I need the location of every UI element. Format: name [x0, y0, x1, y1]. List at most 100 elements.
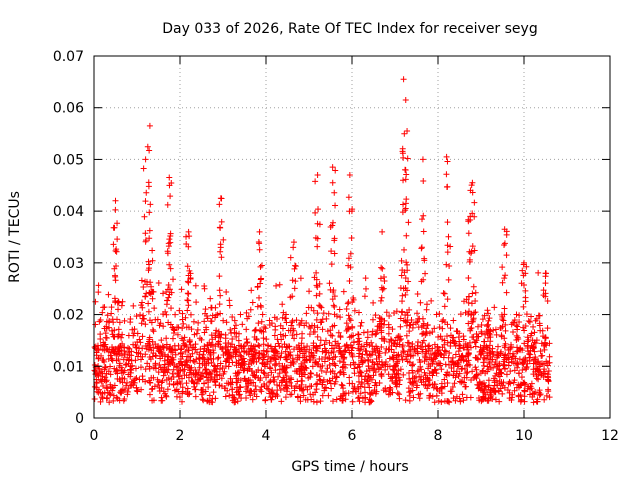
data-point	[404, 128, 411, 135]
data-point	[401, 246, 408, 253]
data-point	[269, 390, 276, 397]
data-point	[186, 267, 193, 274]
data-point	[447, 339, 454, 346]
data-point	[180, 337, 187, 344]
data-point	[280, 309, 287, 316]
data-point	[508, 321, 515, 328]
data-point	[338, 381, 345, 388]
data-point	[532, 340, 539, 347]
data-point	[317, 319, 324, 326]
data-point	[499, 264, 506, 271]
data-point	[328, 248, 335, 255]
data-point	[289, 293, 296, 300]
data-point	[289, 277, 296, 284]
data-point	[420, 337, 427, 344]
data-point	[394, 334, 401, 341]
data-point	[402, 318, 409, 325]
data-point	[376, 314, 383, 321]
data-point	[267, 378, 274, 385]
data-point	[434, 344, 441, 351]
data-point	[478, 330, 485, 337]
data-point	[146, 235, 153, 242]
data-point	[336, 306, 343, 313]
data-point	[171, 327, 178, 334]
data-point	[399, 145, 406, 152]
data-point	[408, 352, 415, 359]
data-point	[449, 384, 456, 391]
data-point	[144, 360, 151, 367]
data-point	[494, 352, 501, 359]
data-point	[111, 265, 118, 272]
data-point	[426, 377, 433, 384]
data-point	[149, 326, 156, 333]
data-point	[137, 311, 144, 318]
data-point	[154, 376, 161, 383]
data-point	[426, 394, 433, 401]
data-point	[484, 321, 491, 328]
data-point	[432, 381, 439, 388]
data-point	[484, 334, 491, 341]
data-point	[184, 307, 191, 314]
data-point	[248, 287, 255, 294]
data-point	[350, 338, 357, 345]
data-point	[467, 325, 474, 332]
data-point	[428, 297, 435, 304]
data-point	[309, 363, 316, 370]
data-point	[414, 310, 421, 317]
data-point	[122, 350, 129, 357]
data-point	[534, 398, 541, 405]
data-point	[255, 320, 262, 327]
data-point	[535, 358, 542, 365]
data-point	[226, 392, 233, 399]
data-point	[244, 380, 251, 387]
data-point	[255, 350, 262, 357]
data-point	[255, 355, 262, 362]
data-point	[216, 201, 223, 208]
data-point	[265, 386, 272, 393]
data-point	[343, 320, 350, 327]
data-point	[99, 370, 106, 377]
data-point	[536, 312, 543, 319]
data-point	[233, 347, 240, 353]
data-point	[501, 361, 508, 368]
data-point	[330, 398, 337, 405]
data-point	[110, 319, 117, 326]
data-point	[313, 292, 320, 299]
data-point	[272, 355, 279, 362]
data-point	[536, 387, 543, 394]
data-point	[216, 287, 223, 294]
data-point	[327, 286, 334, 293]
data-point	[216, 331, 223, 338]
data-point	[368, 389, 375, 396]
data-point	[202, 366, 209, 373]
data-point	[387, 336, 394, 343]
data-point	[223, 319, 230, 326]
data-point	[95, 355, 102, 362]
data-point	[451, 380, 458, 387]
data-point	[115, 326, 122, 333]
data-point	[168, 305, 175, 312]
data-point	[181, 366, 188, 373]
data-point	[361, 293, 368, 300]
data-point	[393, 308, 400, 315]
data-point	[511, 387, 518, 394]
data-point	[142, 198, 149, 205]
data-point	[281, 362, 288, 369]
data-point	[165, 281, 172, 288]
data-point	[399, 292, 406, 299]
data-point	[403, 355, 410, 362]
data-point	[350, 332, 357, 339]
data-point	[454, 359, 461, 366]
data-point	[247, 392, 254, 399]
data-point	[330, 302, 337, 309]
data-point	[185, 364, 192, 371]
data-point	[216, 366, 223, 373]
data-point	[397, 323, 404, 330]
data-point	[103, 377, 110, 384]
data-point	[177, 366, 184, 373]
data-point	[110, 241, 117, 248]
data-point	[249, 299, 256, 306]
data-point	[462, 383, 469, 390]
data-point	[522, 287, 529, 294]
data-point	[315, 361, 322, 368]
